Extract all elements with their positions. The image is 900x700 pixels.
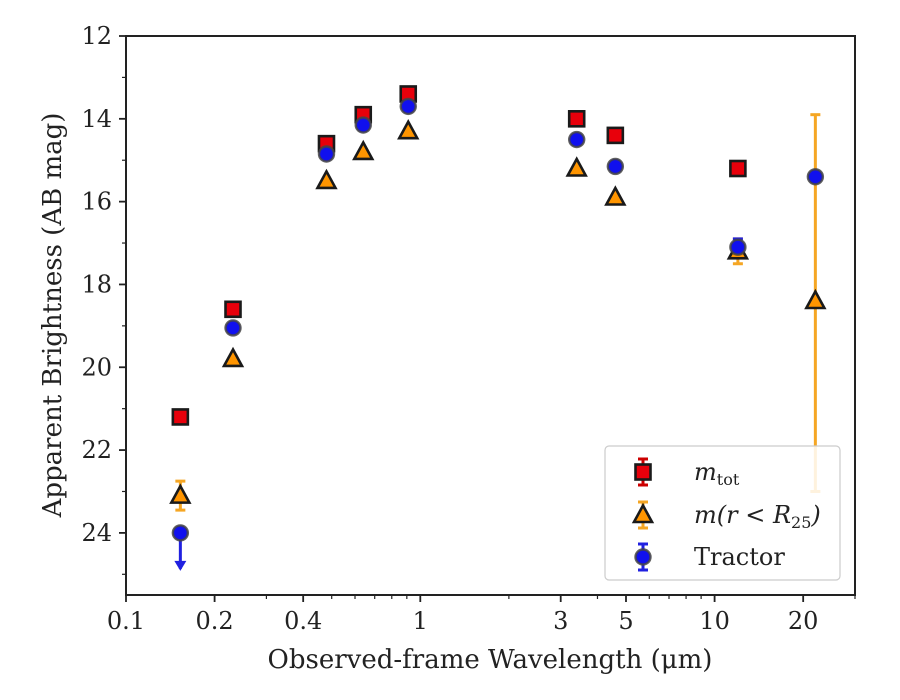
x-tick-label: 0.4 [284,607,322,635]
circle-data-point [806,168,825,186]
legend-label-base: m [694,458,717,486]
square-data-point [171,408,190,426]
circle-data-point [317,145,336,163]
square-data-point [729,159,747,178]
legend-label-subscript: 25 [791,513,811,532]
triangle-data-point [169,483,192,504]
circle-data-point [171,524,190,542]
triangle-data-point [804,288,827,310]
triangle-data-point [565,156,588,177]
x-tick-label: 0.2 [196,607,234,635]
x-tick-label: 1 [413,607,428,635]
triangle-data-point [315,168,338,190]
plot-frame [125,35,856,596]
legend-marker [631,502,655,524]
legend-label-tail: ) [810,501,820,529]
triangle-data-point [604,185,627,206]
circle-data-point [729,238,747,256]
legend-label-base: m(r < R [694,501,791,529]
legend-label-base: Tractor [694,543,785,571]
x-axis-title: Observed-frame Wavelength (μm) [268,645,713,675]
legend-box [604,445,841,581]
y-axis: 12 14 16 18 20 22 24 [81,22,126,575]
square-data-point [567,110,586,128]
legend-label: Tractor [694,543,785,571]
y-tick-label: 18 [81,270,112,298]
legend-marker [634,463,652,481]
y-tick-label: 14 [81,105,112,133]
circle-data-point [224,319,242,337]
circle-data-point [399,97,417,116]
square-data-point [224,300,242,319]
circle-data-point [568,130,586,149]
x-tick-label: 3 [553,607,568,635]
y-tick-label: 20 [81,353,112,381]
circle-data-point [606,157,625,176]
legend-label-subscript: tot [717,470,740,489]
x-tick-label: 10 [699,607,730,635]
triangle-data-point [352,139,375,161]
legend: mtot m(r < R25) Tractor [604,445,841,581]
x-tick-label: 20 [788,607,819,635]
legend-label: mtot [694,458,740,489]
circle-data-point [354,116,372,134]
triangle-data-point [397,119,420,140]
legend-marker [634,548,652,566]
triangle-data-point [221,346,245,368]
y-tick-label: 24 [81,519,112,547]
y-tick-label: 22 [81,436,112,464]
x-axis: 0.1 0.2 0.4 1 3 5 10 20 [107,595,856,635]
square-data-point [606,126,625,145]
x-tick-label: 0.1 [107,607,145,635]
legend-label: m(r < R25) [694,501,821,532]
y-tick-label: 12 [81,22,112,50]
data-markers [169,85,827,542]
upper-limit-arrowhead [174,560,187,571]
x-tick-label: 5 [618,607,633,635]
y-axis-title: Apparent Brightness (AB mag) [38,113,68,519]
y-tick-label: 16 [81,188,112,216]
